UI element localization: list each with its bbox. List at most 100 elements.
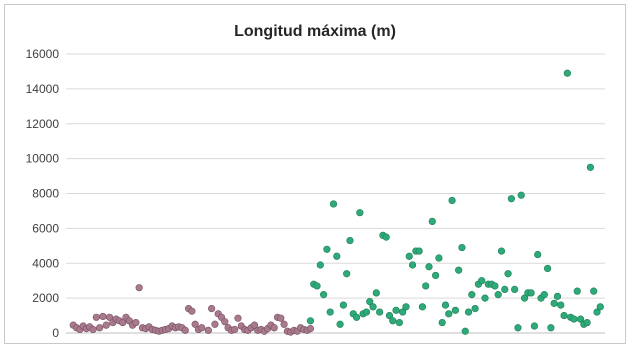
data-point <box>198 324 206 332</box>
data-point <box>402 303 410 311</box>
chart-area: Longitud máxima (m) 0 2000 4000 6000 8000 100… <box>4 4 626 344</box>
data-point <box>339 301 347 309</box>
data-point <box>343 270 351 278</box>
data-point <box>376 308 384 316</box>
data-point <box>514 324 522 332</box>
data-point <box>362 308 371 316</box>
y-tick-label: 2000 <box>32 291 59 305</box>
data-point <box>445 310 453 318</box>
data-point <box>366 298 374 306</box>
data-point <box>432 271 440 280</box>
data-point <box>590 287 598 295</box>
data-point <box>586 163 595 171</box>
data-point <box>422 282 430 290</box>
data-point <box>306 325 315 333</box>
data-point <box>352 313 361 321</box>
data-point <box>336 320 344 328</box>
data-point <box>369 303 377 311</box>
y-tick-label: 0 <box>52 326 59 340</box>
data-point <box>534 250 542 259</box>
data-point <box>471 304 479 313</box>
data-point <box>576 315 585 323</box>
data-point <box>491 282 499 290</box>
y-tick-labels: 0 2000 4000 6000 8000 10000 12000 14000 16000 <box>26 47 60 340</box>
data-point <box>320 291 328 299</box>
data-point <box>461 327 469 335</box>
data-point <box>448 196 456 205</box>
data-point <box>191 320 199 328</box>
y-tick-label: 14000 <box>26 82 60 96</box>
data-point <box>418 303 427 311</box>
data-point <box>405 252 413 260</box>
data-point <box>316 261 324 269</box>
data-point <box>385 311 394 320</box>
data-point <box>250 321 259 329</box>
data-point <box>501 285 509 294</box>
data-point <box>550 299 558 307</box>
data-point <box>428 217 436 225</box>
data-point <box>573 287 581 295</box>
data-point <box>468 291 476 299</box>
data-point <box>543 264 552 273</box>
data-point <box>438 318 446 327</box>
data-point <box>132 318 140 327</box>
data-point <box>504 270 512 278</box>
data-point <box>231 325 239 334</box>
data-point <box>329 200 338 208</box>
data-point <box>313 282 321 290</box>
y-tick-label: 6000 <box>32 221 59 235</box>
data-point <box>346 236 354 245</box>
data-point <box>105 313 114 321</box>
data-point <box>96 324 104 332</box>
data-point <box>511 285 519 294</box>
data-point <box>527 289 535 297</box>
data-point <box>323 245 331 253</box>
data-point <box>415 247 423 255</box>
gridlines <box>66 53 605 299</box>
data-point <box>517 191 525 199</box>
data-point <box>277 314 285 322</box>
data-point <box>570 315 578 323</box>
data-points <box>69 69 604 336</box>
data-point <box>221 318 229 326</box>
data-point <box>99 312 107 321</box>
data-point <box>234 314 242 322</box>
data-point <box>497 247 506 255</box>
data-point <box>135 284 143 292</box>
data-point <box>560 311 568 320</box>
data-point <box>102 321 110 329</box>
data-point <box>408 261 417 269</box>
data-point <box>557 301 565 309</box>
data-point <box>392 306 400 314</box>
data-point <box>92 313 100 321</box>
data-point <box>540 291 548 299</box>
data-point <box>435 254 443 262</box>
data-point <box>119 318 127 327</box>
y-tick-label: 4000 <box>32 256 59 270</box>
data-point <box>563 69 571 77</box>
data-point <box>280 320 288 328</box>
data-point <box>372 289 380 297</box>
chart-title: Longitud máxima (m) <box>234 23 396 40</box>
data-point <box>204 326 212 334</box>
data-point <box>455 266 463 274</box>
data-point <box>481 294 489 302</box>
data-point <box>389 317 397 325</box>
data-point <box>451 306 459 314</box>
data-point <box>208 304 216 313</box>
data-point <box>306 317 315 325</box>
data-point <box>425 263 433 271</box>
data-point <box>530 322 539 330</box>
y-tick-label: 8000 <box>32 187 59 201</box>
y-tick-label: 12000 <box>26 117 60 131</box>
scatter-plot: 0 2000 4000 6000 8000 10000 12000 14000 16000 <box>26 47 605 340</box>
data-point <box>89 325 97 334</box>
data-point <box>507 195 515 203</box>
data-point <box>520 294 529 302</box>
data-point <box>270 324 278 332</box>
data-point <box>593 308 601 316</box>
data-point <box>478 277 486 285</box>
data-point <box>326 308 334 316</box>
data-point <box>399 308 407 316</box>
y-tick-label: 10000 <box>26 152 60 166</box>
